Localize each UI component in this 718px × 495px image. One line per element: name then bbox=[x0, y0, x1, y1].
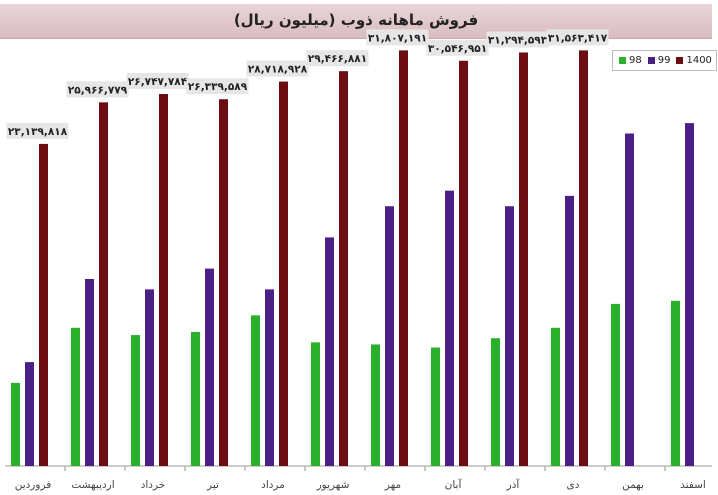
data-label: ۳۱,۲۹۴,۵۹۳ bbox=[488, 34, 548, 46]
bar-98-1 bbox=[11, 382, 20, 466]
bar-1400-2 bbox=[99, 102, 108, 466]
legend-item-98: 98 bbox=[619, 55, 642, 66]
bar-99-11 bbox=[625, 133, 634, 466]
chart-title: فروش ماهانه ذوب (میلیون ریال) bbox=[233, 11, 479, 29]
x-tick-label: مهر bbox=[384, 479, 401, 491]
bar-98-4 bbox=[191, 331, 200, 466]
bar-98-12 bbox=[671, 300, 680, 466]
bar-99-6 bbox=[325, 237, 334, 466]
bar-1400-6 bbox=[339, 71, 348, 467]
legend-item-1400: 1400 bbox=[676, 55, 712, 66]
bar-99-9 bbox=[505, 206, 514, 466]
bar-99-3 bbox=[145, 289, 154, 466]
data-label: ۲۳,۱۳۹,۸۱۸ bbox=[8, 126, 68, 138]
bar-99-12 bbox=[685, 123, 694, 466]
title-bar: فروش ماهانه ذوب (میلیون ریال) bbox=[0, 4, 712, 39]
bar-99-10 bbox=[565, 195, 574, 467]
bar-1400-4 bbox=[219, 99, 228, 466]
data-label: ۳۰,۵۴۶,۹۵۱ bbox=[428, 43, 487, 55]
x-tick-label: خرداد bbox=[141, 479, 166, 491]
data-label-bg bbox=[486, 31, 549, 48]
data-label: ۳۱,۵۶۳,۴۱۷ bbox=[548, 32, 608, 44]
data-label-bg bbox=[306, 50, 369, 67]
x-tick-label: آذر bbox=[506, 478, 521, 491]
legend-item-99: 99 bbox=[647, 55, 671, 66]
bar-98-11 bbox=[611, 303, 620, 466]
bar-1400-10 bbox=[579, 50, 588, 466]
bar-99-8 bbox=[445, 190, 454, 466]
legend: 98 99 1400 bbox=[612, 50, 717, 71]
data-label: ۲۸,۷۱۸,۹۲۸ bbox=[248, 64, 308, 76]
bar-1400-9 bbox=[519, 52, 528, 466]
bar-1400-1 bbox=[39, 143, 48, 466]
bar-99-4 bbox=[205, 268, 214, 466]
data-label-bg bbox=[126, 73, 189, 90]
data-label: ۲۹,۴۶۶,۸۸۱ bbox=[308, 53, 367, 65]
bar-98-10 bbox=[551, 327, 560, 466]
bar-98-7 bbox=[371, 344, 380, 466]
legend-swatch-99 bbox=[647, 57, 655, 64]
data-label-bg bbox=[6, 122, 69, 139]
x-tick-label: مرداد bbox=[261, 479, 285, 491]
x-tick-label: شهریور bbox=[316, 479, 350, 491]
bar-99-7 bbox=[385, 206, 394, 466]
bar-98-2 bbox=[71, 327, 80, 466]
legend-label-1400: 1400 bbox=[686, 55, 712, 66]
data-label: ۲۶,۷۴۷,۷۸۴ bbox=[128, 76, 188, 88]
legend-swatch-1400 bbox=[676, 57, 684, 64]
data-label-bg bbox=[186, 78, 249, 95]
bar-98-9 bbox=[491, 338, 500, 466]
data-label-bg bbox=[246, 60, 309, 77]
x-tick-label: تیر bbox=[206, 479, 219, 491]
data-label-bg bbox=[546, 29, 609, 46]
data-label-bg bbox=[366, 29, 429, 46]
x-tick-label: فروردین bbox=[15, 479, 52, 491]
bar-1400-7 bbox=[399, 50, 408, 466]
bar-98-3 bbox=[131, 335, 140, 466]
data-label: ۲۶,۳۳۹,۵۸۹ bbox=[188, 81, 248, 93]
legend-swatch-98 bbox=[619, 57, 626, 64]
bar-1400-5 bbox=[279, 81, 288, 466]
legend-label-99: 99 bbox=[657, 55, 671, 66]
bar-98-8 bbox=[431, 347, 440, 466]
bar-99-5 bbox=[265, 289, 274, 466]
x-tick-label: بهمن bbox=[622, 479, 644, 491]
x-tick-label: دی bbox=[567, 479, 580, 491]
data-label: ۳۱,۸۰۷,۱۹۱ bbox=[368, 32, 427, 44]
bar-98-6 bbox=[311, 342, 320, 466]
bar-1400-3 bbox=[159, 94, 168, 466]
bar-1400-8 bbox=[459, 60, 468, 466]
x-tick-label: آبان bbox=[445, 478, 463, 491]
x-tick-label: اسفند bbox=[680, 479, 706, 491]
bar-99-1 bbox=[25, 362, 34, 466]
data-label-bg bbox=[66, 81, 129, 98]
data-label-bg bbox=[426, 39, 489, 56]
bar-99-2 bbox=[85, 278, 94, 466]
bar-98-5 bbox=[251, 315, 260, 466]
legend-label-98: 98 bbox=[629, 55, 642, 66]
x-tick-label: اردیبهشت bbox=[71, 479, 114, 491]
data-label: ۲۵,۹۶۶,۷۷۹ bbox=[68, 84, 128, 96]
